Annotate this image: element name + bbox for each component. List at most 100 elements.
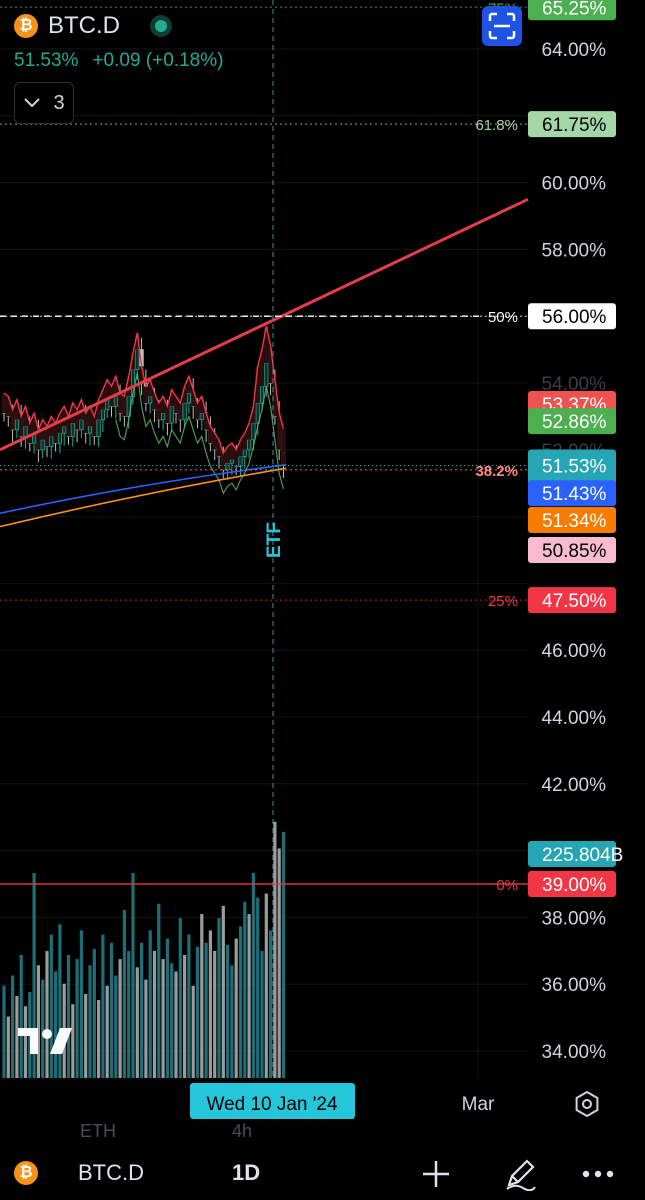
supertrend-fill (264, 326, 269, 363)
supertrend-fill (156, 403, 161, 420)
settings-icon[interactable] (575, 1090, 599, 1118)
price-badge (528, 537, 616, 563)
price-badge-text: 51.34% (542, 511, 607, 532)
volume-bar (269, 930, 273, 1078)
volume-bar (187, 934, 191, 1078)
btc-dominance-chart[interactable]: 64.00% 60.00% 58.00% 46.00% 44.00% 42.00% 38.0… (0, 0, 645, 1146)
fullscreen-button[interactable] (482, 6, 522, 46)
candle-body (23, 426, 28, 437)
y-tick-label: 36.00% (542, 975, 607, 996)
supertrend-fill (74, 409, 80, 430)
candle-body (100, 409, 105, 421)
volume-bar (36, 965, 40, 1078)
supertrend-fill (229, 443, 235, 460)
faded-label: ETH (80, 1121, 116, 1141)
supertrend-fill (31, 413, 37, 434)
add-button[interactable] (416, 1154, 456, 1194)
supertrend-fill (83, 413, 88, 434)
volume-bar (191, 985, 195, 1078)
supertrend-fill (36, 429, 41, 450)
volume-bar (54, 971, 58, 1078)
indicators-count: 3 (53, 91, 65, 114)
price-badge-text: 225.804B (542, 845, 623, 866)
supertrend-fill (208, 426, 213, 444)
volume-bar (11, 975, 15, 1078)
supertrend-fill (195, 403, 200, 420)
symbol-search-button[interactable]: BTC.D (78, 1160, 144, 1185)
volume-bar (157, 903, 161, 1078)
supertrend-fill (105, 379, 110, 400)
volume-bar (174, 971, 178, 1078)
etf-event-label: ETF (264, 522, 285, 558)
volume-bar (84, 993, 88, 1078)
fib-label: 50% (488, 309, 518, 326)
volume-bar (105, 985, 109, 1078)
volume-bar (118, 959, 122, 1078)
price-badge (528, 840, 616, 867)
fib-levels: 75%61.8%50%38.2%25%0% (0, 0, 528, 894)
volume-bar (58, 924, 62, 1078)
volume-bar (140, 942, 144, 1078)
candle-body (255, 402, 260, 424)
price-badge (528, 0, 616, 21)
volume-bar (6, 1016, 10, 1078)
volume-bar (234, 938, 238, 1078)
ma-blue-line (0, 464, 287, 515)
y-tick-label: 42.00% (542, 775, 607, 796)
volume-bar (161, 959, 165, 1078)
price-badge-text: 47.50% (542, 591, 607, 612)
supertrend-line (3, 326, 285, 455)
y-tick-label: 54.00% (542, 374, 607, 395)
volume-bar (23, 1006, 28, 1078)
crosshair-date-badge (190, 1083, 355, 1119)
drawing-tools-button[interactable] (500, 1154, 540, 1194)
supertrend-fill (203, 413, 209, 430)
volume-bar (251, 873, 255, 1078)
supertrend-fill (130, 352, 136, 370)
ma-orange-line (0, 467, 287, 528)
trendline (0, 197, 529, 452)
volume-bar (32, 873, 36, 1078)
supertrend-fill (216, 439, 222, 457)
supertrend-fill (139, 366, 144, 383)
y-tick-label: 46.00% (542, 641, 607, 662)
volume-bar (165, 938, 169, 1078)
supertrend-fill (14, 399, 20, 420)
candle-body (79, 419, 84, 431)
supertrend-fill (259, 349, 265, 387)
candle-body (62, 426, 67, 434)
volume-bar (213, 950, 217, 1078)
supertrend-fill (53, 423, 58, 444)
volume-bar (256, 897, 260, 1078)
supertrend-fill (152, 393, 157, 410)
supertrend-fill (143, 386, 149, 404)
market-status-icon[interactable] (150, 15, 172, 37)
supertrend-fill (19, 416, 24, 437)
symbol-title[interactable]: BTC.D (48, 12, 120, 39)
supertrend-fill (225, 446, 230, 464)
interval-button[interactable]: 1D (232, 1160, 261, 1185)
price-badge-text: 52.86% (542, 412, 607, 433)
indicators-toggle-button[interactable]: 3 (14, 82, 74, 124)
bitcoin-icon[interactable]: ₿ (14, 1161, 38, 1185)
candle-body (225, 462, 230, 471)
volume-bar (273, 821, 277, 1078)
more-button[interactable] (578, 1154, 618, 1194)
bitcoin-icon: ₿ (14, 14, 38, 38)
volume-bar (264, 893, 268, 1078)
supertrend-fill (165, 406, 170, 424)
volume-bar (41, 979, 45, 1078)
supertrend-fill (246, 423, 252, 440)
price-badge (528, 506, 616, 533)
supertrend-fill (70, 403, 75, 424)
volume-bar (19, 955, 23, 1078)
volume-bar (260, 950, 264, 1078)
supertrend-fill (178, 403, 183, 420)
volume-bar (221, 905, 225, 1078)
bottom-toolbar: ₿ BTC.D 1D (0, 1146, 645, 1200)
supertrend-fill (173, 396, 179, 414)
volume-bar (49, 934, 53, 1078)
y-tick-label: 34.00% (542, 1042, 607, 1063)
candle-body (251, 422, 256, 441)
supertrend-fill (281, 428, 286, 466)
